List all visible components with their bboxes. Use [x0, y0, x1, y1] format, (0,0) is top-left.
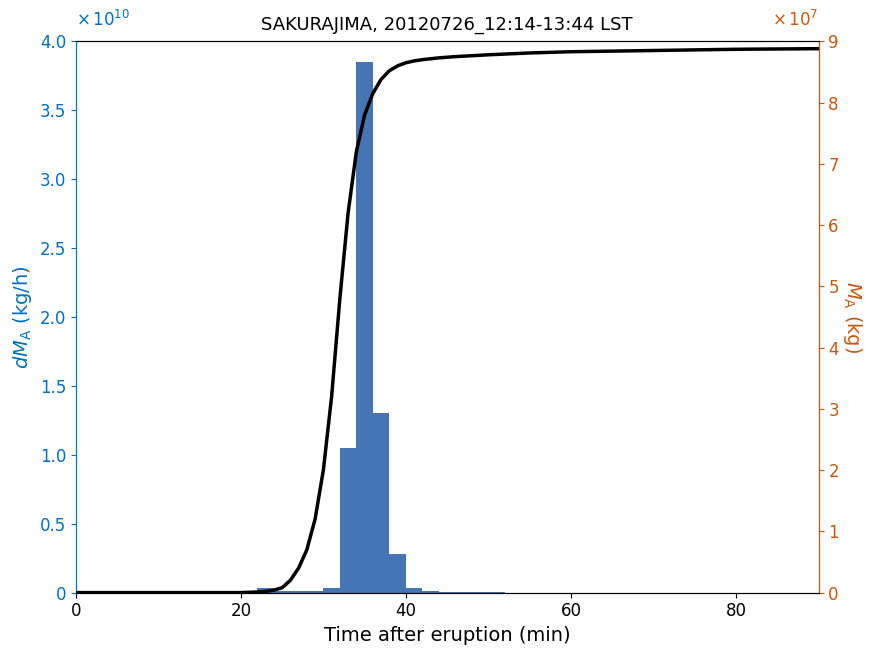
Bar	[290, 591, 307, 592]
X-axis label: Time after eruption (min): Time after eruption (min)	[324, 626, 570, 645]
Y-axis label: $dM_{\rm A}\ \rm (kg/h)$: $dM_{\rm A}\ \rm (kg/h)$	[11, 265, 34, 369]
Bar	[324, 588, 340, 592]
Bar	[373, 413, 389, 592]
Bar	[423, 591, 439, 592]
Bar	[307, 590, 324, 592]
Text: $\times\,10^{10}$: $\times\,10^{10}$	[76, 10, 130, 30]
Bar	[340, 448, 356, 592]
Bar	[406, 588, 423, 592]
Bar	[274, 590, 290, 592]
Bar	[257, 588, 274, 592]
Bar	[389, 554, 406, 592]
Title: SAKURAJIMA, 20120726_12:14-13:44 LST: SAKURAJIMA, 20120726_12:14-13:44 LST	[262, 16, 633, 35]
Y-axis label: $M_{\rm A}\ \rm (kg)$: $M_{\rm A}\ \rm (kg)$	[841, 281, 864, 353]
Bar	[356, 62, 373, 592]
Text: $\times\,10^{7}$: $\times\,10^{7}$	[772, 10, 818, 30]
